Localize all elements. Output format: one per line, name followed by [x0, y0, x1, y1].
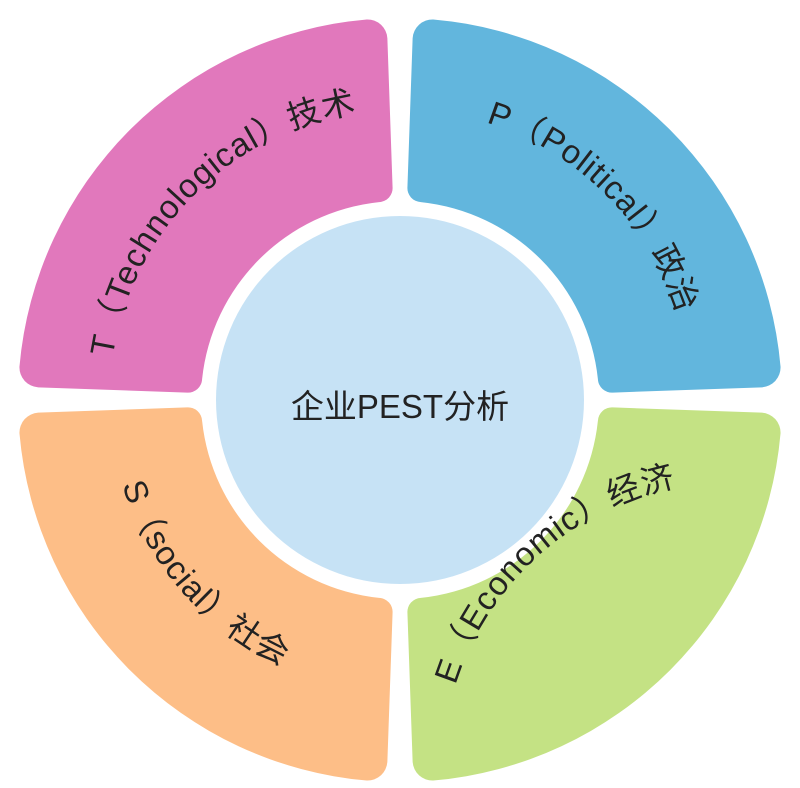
svg-text:企业PEST分析: 企业PEST分析: [291, 388, 509, 425]
